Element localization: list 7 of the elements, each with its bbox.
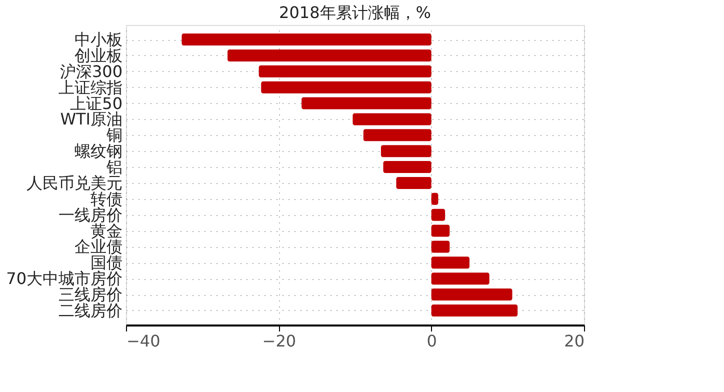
x-tick-label: 0 [426, 332, 437, 350]
x-tick-label: −20 [262, 332, 296, 350]
x-tick-label: 20 [564, 332, 584, 350]
y-tick-label: 上证综指 [58, 78, 122, 97]
chart-title: 2018年累计涨幅，% [279, 3, 431, 22]
x-tick-label: −40 [126, 332, 160, 350]
y-tick-label: 企业债 [74, 237, 122, 256]
